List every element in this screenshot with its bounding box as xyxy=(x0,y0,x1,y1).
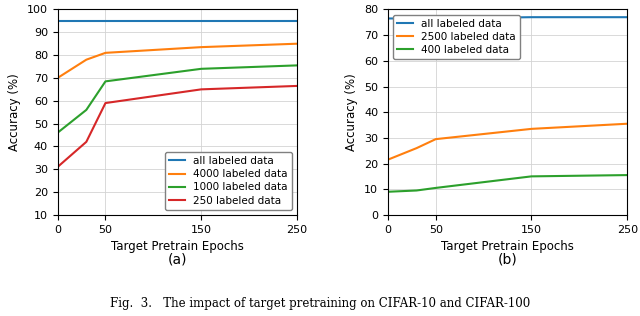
400 labeled data xyxy=(413,189,420,192)
X-axis label: Target Pretrain Epochs: Target Pretrain Epochs xyxy=(441,240,574,253)
250 labeled data xyxy=(102,101,109,105)
all labeled data xyxy=(197,20,205,23)
4000 labeled data xyxy=(293,42,301,46)
Legend: all labeled data, 2500 labeled data, 400 labeled data: all labeled data, 2500 labeled data, 400… xyxy=(393,15,520,59)
1000 labeled data xyxy=(54,131,61,135)
2500 labeled data xyxy=(432,137,440,141)
Line: 2500 labeled data: 2500 labeled data xyxy=(388,124,627,160)
2500 labeled data xyxy=(623,122,631,126)
all labeled data xyxy=(623,15,631,19)
4000 labeled data xyxy=(197,45,205,49)
1000 labeled data xyxy=(197,67,205,71)
1000 labeled data xyxy=(102,80,109,83)
400 labeled data xyxy=(432,186,440,190)
all labeled data xyxy=(527,15,535,19)
all labeled data xyxy=(384,16,392,20)
all labeled data xyxy=(102,20,109,23)
Line: 250 labeled data: 250 labeled data xyxy=(58,86,297,167)
250 labeled data xyxy=(54,165,61,169)
Line: all labeled data: all labeled data xyxy=(388,17,627,18)
all labeled data xyxy=(432,16,440,20)
250 labeled data xyxy=(197,88,205,91)
400 labeled data xyxy=(623,173,631,177)
X-axis label: Target Pretrain Epochs: Target Pretrain Epochs xyxy=(111,240,244,253)
4000 labeled data xyxy=(102,51,109,55)
400 labeled data xyxy=(384,190,392,194)
4000 labeled data xyxy=(83,58,90,62)
2500 labeled data xyxy=(413,146,420,150)
Y-axis label: Accuracy (%): Accuracy (%) xyxy=(346,73,358,151)
Text: (a): (a) xyxy=(168,252,187,266)
all labeled data xyxy=(54,20,61,23)
Text: Fig.  3.   The impact of target pretraining on CIFAR-10 and CIFAR-100: Fig. 3. The impact of target pretraining… xyxy=(110,297,530,310)
4000 labeled data xyxy=(54,76,61,80)
2500 labeled data xyxy=(384,158,392,161)
all labeled data xyxy=(293,20,301,23)
2500 labeled data xyxy=(527,127,535,131)
Line: 4000 labeled data: 4000 labeled data xyxy=(58,44,297,78)
400 labeled data xyxy=(527,174,535,178)
Line: 400 labeled data: 400 labeled data xyxy=(388,175,627,192)
Legend: all labeled data, 4000 labeled data, 1000 labeled data, 250 labeled data: all labeled data, 4000 labeled data, 100… xyxy=(165,152,292,210)
Line: 1000 labeled data: 1000 labeled data xyxy=(58,65,297,133)
1000 labeled data xyxy=(293,64,301,67)
Text: (b): (b) xyxy=(498,252,517,266)
1000 labeled data xyxy=(83,108,90,112)
Y-axis label: Accuracy (%): Accuracy (%) xyxy=(8,73,21,151)
250 labeled data xyxy=(293,84,301,88)
250 labeled data xyxy=(83,140,90,144)
